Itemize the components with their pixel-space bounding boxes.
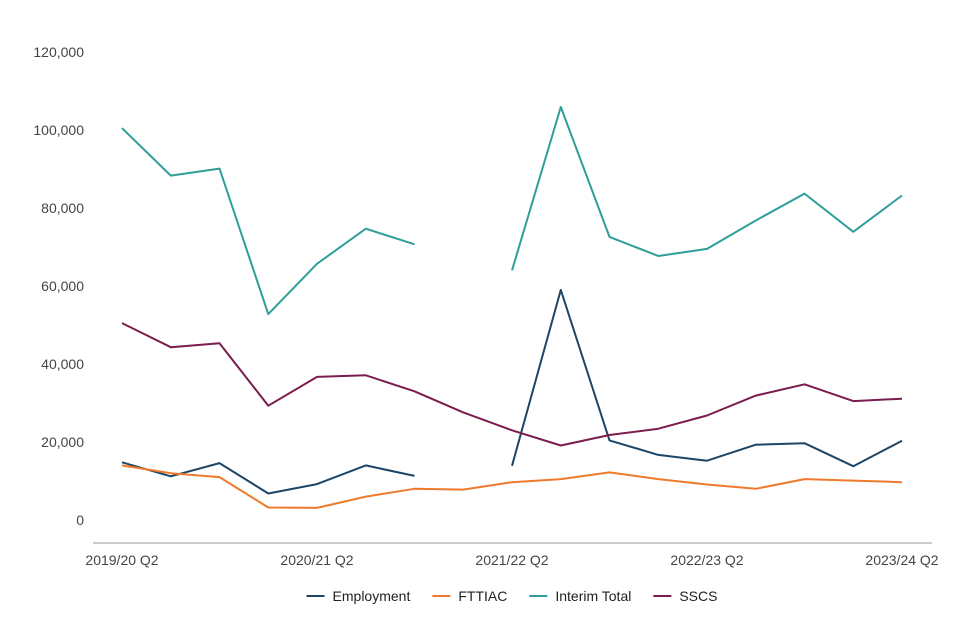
x-tick-label: 2019/20 Q2 bbox=[85, 552, 158, 568]
series-line-interim-total bbox=[511, 106, 903, 271]
legend-label: Employment bbox=[333, 588, 411, 604]
y-tick-label: 40,000 bbox=[41, 356, 84, 372]
series-line-interim-total bbox=[121, 127, 415, 316]
plot-area bbox=[93, 106, 932, 544]
legend-item: Employment bbox=[306, 588, 411, 604]
y-tick-label: 80,000 bbox=[41, 200, 84, 216]
legend-item: FTTIAC bbox=[432, 588, 507, 604]
x-tick-label: 2020/21 Q2 bbox=[280, 552, 353, 568]
y-tick-label: 100,000 bbox=[33, 122, 84, 138]
y-tick-label: 120,000 bbox=[33, 44, 84, 60]
legend-label: SSCS bbox=[679, 588, 717, 604]
x-tick-label: 2023/24 Q2 bbox=[865, 552, 938, 568]
legend-item: SSCS bbox=[653, 588, 717, 604]
y-axis: 0 20,000 40,000 60,000 80,000 100,000 120,000 bbox=[33, 44, 84, 528]
legend-label: Interim Total bbox=[555, 588, 631, 604]
series-lines bbox=[121, 106, 903, 509]
x-tick-label: 2022/23 Q2 bbox=[670, 552, 743, 568]
series-interim-total bbox=[121, 106, 903, 316]
series-line-sscs bbox=[121, 322, 903, 447]
series-fttiac bbox=[121, 464, 903, 509]
series-sscs bbox=[121, 322, 903, 447]
x-tick-label: 2021/22 Q2 bbox=[475, 552, 548, 568]
x-axis: 2019/20 Q2 2020/21 Q2 2021/22 Q2 2022/23 Q2… bbox=[85, 552, 938, 568]
series-line-employment bbox=[121, 461, 415, 495]
y-tick-label: 0 bbox=[76, 512, 84, 528]
y-tick-label: 60,000 bbox=[41, 278, 84, 294]
legend: Employment FTTIAC Interim Total SSCS bbox=[306, 588, 717, 604]
legend-item: Interim Total bbox=[529, 588, 631, 604]
series-employment bbox=[121, 288, 903, 495]
y-tick-label: 20,000 bbox=[41, 434, 84, 450]
series-line-employment bbox=[511, 288, 903, 468]
series-line-fttiac bbox=[121, 464, 903, 509]
legend-label: FTTIAC bbox=[458, 588, 507, 604]
